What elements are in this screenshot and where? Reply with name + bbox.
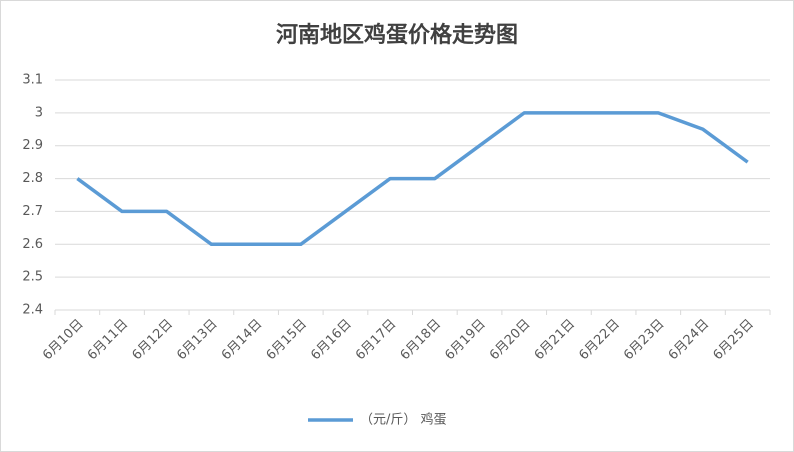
legend-label: （元/斤） 鸡蛋	[360, 412, 447, 428]
y-tick-label: 2.5	[22, 270, 43, 285]
y-tick-label: 2.9	[22, 138, 43, 153]
data-line	[76, 111, 749, 247]
y-tick-label: 2.8	[22, 171, 43, 186]
y-tick-label: 3	[35, 105, 43, 120]
y-tick-label: 3.1	[22, 73, 43, 88]
y-tick-label: 2.6	[22, 237, 43, 252]
y-tick-label: 2.7	[22, 204, 43, 219]
chart-title: 河南地区鸡蛋价格走势图	[276, 22, 518, 48]
y-tick-label: 2.4	[22, 303, 43, 318]
